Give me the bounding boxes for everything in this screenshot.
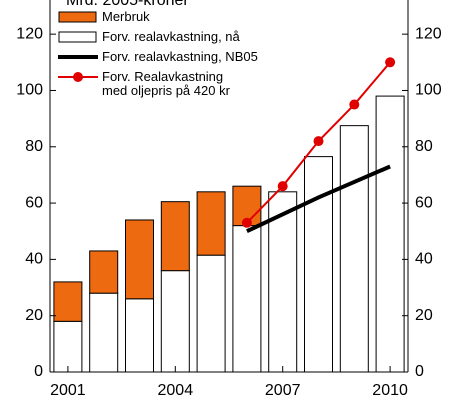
bar xyxy=(268,191,298,373)
legend-label: Forv. realavkastning, NB05 xyxy=(102,49,258,64)
bar xyxy=(53,320,83,373)
bar xyxy=(89,292,119,373)
x-tick-label: 2007 xyxy=(265,382,301,399)
swatch xyxy=(58,31,97,43)
bar xyxy=(339,125,369,373)
marker xyxy=(277,181,288,192)
bar xyxy=(160,270,190,373)
marker xyxy=(313,136,324,147)
y-tick-label: 100 xyxy=(16,82,43,99)
y2-tick-label: 80 xyxy=(415,138,433,155)
legend-entry: Forv. Realavkastning med oljepris på 420… xyxy=(58,70,292,98)
legend-label: Forv. Realavkastning med oljepris på 420… xyxy=(102,69,230,98)
legend-swatch xyxy=(58,31,97,43)
y2-tick-label: 40 xyxy=(415,251,433,268)
y2-tick-label: 100 xyxy=(415,82,442,99)
bar xyxy=(232,225,262,373)
bar xyxy=(53,281,83,322)
legend-swatch xyxy=(58,72,98,82)
bar xyxy=(160,201,190,272)
legend-swatch xyxy=(58,55,98,59)
bar xyxy=(375,95,405,373)
legend-entry: Merbruk xyxy=(58,10,292,24)
legend: Merbruk Forv. realavkastning, nå Forv. rea… xyxy=(58,10,292,104)
bar xyxy=(196,191,226,256)
bar xyxy=(125,219,154,300)
legend-swatch xyxy=(58,11,97,23)
y-tick-label: 20 xyxy=(25,307,43,324)
y-tick-label: 40 xyxy=(25,251,43,268)
bar xyxy=(89,250,119,294)
y2-tick-label: 0 xyxy=(415,363,424,380)
legend-entry: Forv. realavkastning, nå xyxy=(58,30,292,44)
y-tick-label: 0 xyxy=(34,363,43,380)
legend-entry: Forv. realavkastning, NB05 xyxy=(58,50,292,64)
x-tick-label: 2001 xyxy=(50,382,86,399)
y2-tick-label: 60 xyxy=(415,194,433,211)
legend-label: Merbruk xyxy=(102,9,150,24)
swatch xyxy=(58,11,97,23)
y-tick-label: 60 xyxy=(25,194,43,211)
bar xyxy=(304,156,333,373)
marker xyxy=(349,99,360,110)
y-tick-label: 80 xyxy=(25,138,43,155)
x-tick-label: 2010 xyxy=(372,382,408,399)
y-tick-label: 120 xyxy=(16,25,43,42)
legend-label: Forv. realavkastning, nå xyxy=(102,29,240,44)
bar xyxy=(125,298,154,373)
line xyxy=(246,164,391,234)
bar xyxy=(196,254,226,373)
marker xyxy=(241,217,252,228)
y-axis-label: Mrd. 2005-kroner xyxy=(66,0,189,9)
swatch xyxy=(73,72,83,82)
y2-tick-label: 20 xyxy=(415,307,433,324)
x-tick-label: 2004 xyxy=(158,382,194,399)
marker xyxy=(385,57,396,68)
y2-tick-label: 120 xyxy=(415,25,442,42)
